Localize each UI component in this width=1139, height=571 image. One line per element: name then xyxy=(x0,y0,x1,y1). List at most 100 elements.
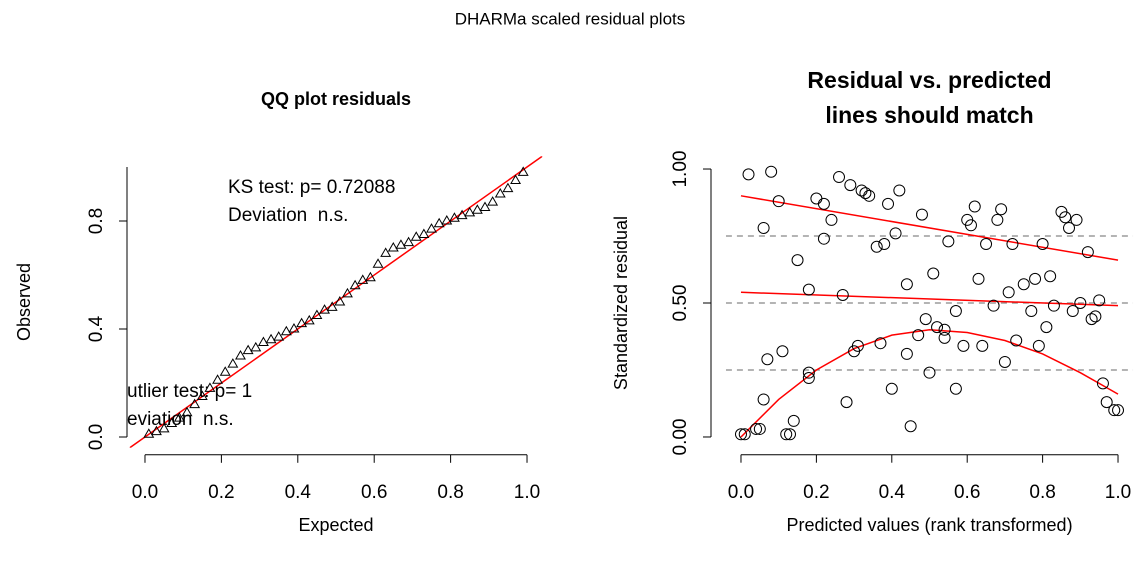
point xyxy=(765,165,778,178)
point xyxy=(753,422,766,435)
point xyxy=(938,331,951,344)
point xyxy=(949,382,962,395)
point xyxy=(1040,321,1053,334)
point xyxy=(802,366,815,379)
x-tick-label: 0.8 xyxy=(1029,482,1055,503)
point xyxy=(750,422,763,435)
quantile-line xyxy=(740,291,1119,307)
point xyxy=(395,239,407,249)
point xyxy=(1029,272,1042,285)
point xyxy=(1002,286,1015,299)
quantile-line xyxy=(740,195,1119,261)
point xyxy=(250,341,262,352)
x-tick-label: 0.2 xyxy=(208,482,234,503)
point xyxy=(326,301,338,311)
point xyxy=(976,339,989,352)
point xyxy=(987,299,1000,312)
point xyxy=(889,227,902,240)
point xyxy=(456,209,468,220)
point xyxy=(1032,339,1045,352)
x-tick-label: 0.6 xyxy=(361,482,387,503)
point xyxy=(855,184,868,197)
point xyxy=(802,372,815,385)
x-tick-label: 0.0 xyxy=(132,482,158,503)
point xyxy=(433,217,445,228)
annotation: utlier test: p= 1 xyxy=(127,381,252,402)
point xyxy=(1089,310,1102,323)
point xyxy=(410,231,422,241)
point xyxy=(836,288,849,301)
x-tick-label: 0.4 xyxy=(285,482,312,503)
point xyxy=(968,200,981,213)
point xyxy=(900,347,913,360)
point xyxy=(817,197,830,210)
point xyxy=(189,398,201,409)
point xyxy=(942,235,955,248)
point xyxy=(380,247,392,257)
point xyxy=(870,240,883,253)
point xyxy=(150,425,162,436)
point xyxy=(1085,313,1098,326)
point xyxy=(851,339,864,352)
point xyxy=(817,232,830,245)
point xyxy=(341,287,353,298)
point xyxy=(734,428,747,441)
point xyxy=(904,420,917,433)
point xyxy=(915,208,928,221)
point xyxy=(1063,221,1076,234)
point xyxy=(166,417,178,427)
point xyxy=(1010,334,1023,347)
point xyxy=(303,314,315,325)
point xyxy=(441,214,453,225)
x-tick-label: 0.8 xyxy=(437,482,463,503)
y-tick-label: 1.00 xyxy=(670,151,691,188)
point xyxy=(1108,404,1121,417)
point xyxy=(334,295,346,306)
point xyxy=(143,428,155,438)
x-axis-label: Predicted values (rank transformed) xyxy=(786,515,1072,535)
annotation: eviation n.s. xyxy=(127,409,234,430)
point xyxy=(158,422,170,433)
point xyxy=(1047,299,1060,312)
point xyxy=(882,197,895,210)
annotation: KS test: p= 0.72088 xyxy=(228,177,395,198)
point xyxy=(825,213,838,226)
point xyxy=(964,219,977,232)
point xyxy=(1112,404,1125,417)
point xyxy=(479,201,491,211)
point xyxy=(900,278,913,291)
y-axis-label: Observed xyxy=(14,263,34,341)
point xyxy=(893,184,906,197)
point xyxy=(173,412,185,422)
point xyxy=(426,223,437,233)
point xyxy=(418,228,430,238)
point xyxy=(998,355,1011,368)
point xyxy=(919,313,932,326)
point xyxy=(931,321,944,334)
point xyxy=(235,349,246,360)
point xyxy=(757,221,770,234)
point xyxy=(972,272,985,285)
x-tick-label: 0.4 xyxy=(879,482,906,503)
x-tick-label: 1.0 xyxy=(1105,482,1131,503)
chart-title: QQ plot residuals xyxy=(261,89,411,109)
y-tick-label: 0.4 xyxy=(86,315,107,342)
point xyxy=(273,331,285,341)
point xyxy=(995,203,1008,216)
point xyxy=(757,393,770,406)
point xyxy=(1006,238,1019,251)
point xyxy=(357,274,369,284)
point xyxy=(783,428,796,441)
point xyxy=(494,187,506,198)
point xyxy=(1036,238,1049,251)
point xyxy=(810,192,823,205)
point xyxy=(957,339,970,352)
point xyxy=(738,428,751,441)
point xyxy=(242,344,254,355)
point xyxy=(403,236,415,247)
chart-title: Residual vs. predicted xyxy=(807,67,1051,93)
point xyxy=(311,309,323,319)
point xyxy=(319,304,331,314)
point xyxy=(761,353,774,366)
point xyxy=(885,382,898,395)
